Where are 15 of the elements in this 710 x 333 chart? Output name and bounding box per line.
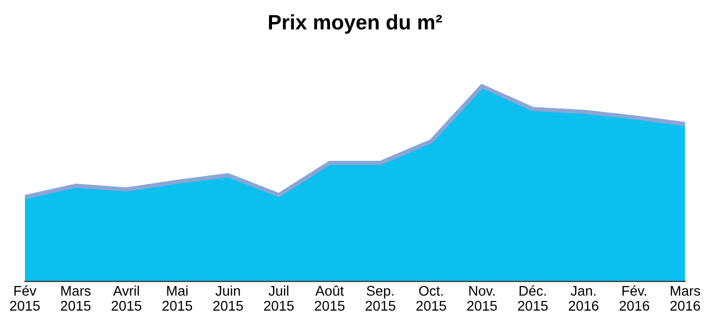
x-tick-label: Mars 2015 [60, 286, 91, 311]
x-tick-label: Sep. 2015 [366, 286, 396, 311]
x-tick-label: Nov. 2015 [467, 286, 497, 311]
x-tick-label: Juin 2015 [213, 286, 243, 311]
x-tick-label: Mars 2016 [670, 286, 700, 311]
x-tick-label: Mai 2015 [162, 286, 192, 311]
x-tick-label: Jan. 2016 [568, 286, 598, 311]
x-tick-label: Fév. 2016 [620, 285, 650, 311]
x-tick-label: Avril 2015 [112, 286, 142, 311]
x-tick-label: Oct. 2015 [416, 286, 446, 311]
chart-title: Prix moyen du m² [268, 14, 442, 34]
x-tick-label: Juil 2015 [264, 286, 294, 311]
x-tick-label: Fév 2015 [10, 285, 40, 311]
x-tick-label: Août 2015 [314, 286, 344, 311]
x-tick-label: Déc. 2015 [518, 285, 548, 311]
